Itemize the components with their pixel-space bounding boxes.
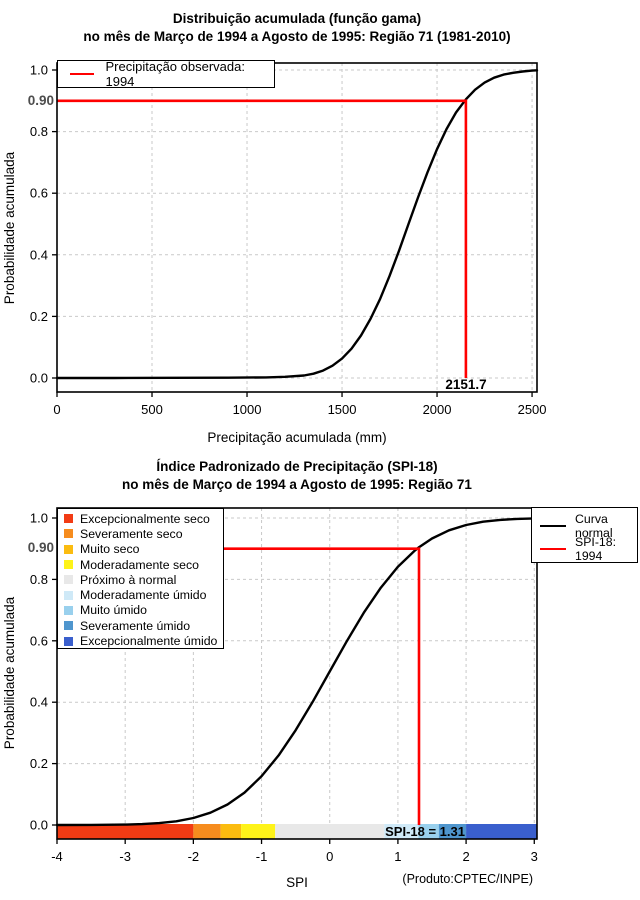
category-label: Muito úmido xyxy=(80,603,147,618)
x-tick-label: 1000 xyxy=(233,402,262,417)
gamma-chart-subtitle: no mês de Março de 1994 a Agosto de 1995… xyxy=(83,29,511,44)
category-color-swatch xyxy=(64,544,73,554)
y-tick-label: 0.8 xyxy=(30,572,48,587)
category-label: Moderadamente úmido xyxy=(80,588,207,603)
spi-category-bar-segment xyxy=(466,824,537,839)
legend-item: Moderadamente úmido xyxy=(58,587,223,602)
x-tick-label: 2500 xyxy=(518,402,547,417)
category-color-swatch xyxy=(64,560,73,570)
x-tick-label: 3 xyxy=(531,849,538,864)
spi-category-bar-segment xyxy=(57,824,194,839)
x-tick-label: 1500 xyxy=(328,402,357,417)
spi-probability-090-label: 0.90 xyxy=(27,540,54,555)
spi-value-label: SPI-18 = 1.31 xyxy=(385,824,465,839)
gamma-chart-title: Distribuição acumulada (função gama) xyxy=(172,11,422,26)
x-tick-label: -2 xyxy=(188,849,200,864)
cumulative-curve xyxy=(55,69,539,380)
spi-category-bar-segment xyxy=(241,824,276,839)
category-label: Próximo à normal xyxy=(80,572,177,587)
category-label: Excepcionalmente úmido xyxy=(80,634,218,649)
x-tick-label: -1 xyxy=(256,849,268,864)
y-tick-label: 0.0 xyxy=(30,818,48,833)
legend-item: Muito seco xyxy=(58,542,223,557)
legend-item: Próximo à normal xyxy=(58,572,223,587)
cumulative-curve xyxy=(55,517,539,827)
spi-1994-line-swatch xyxy=(540,548,566,550)
spi-category-bar-segment xyxy=(418,824,439,839)
spi-category-legend: Excepcionalmente seco Severamente seco Mui… xyxy=(57,508,224,649)
x-tick-label: 2000 xyxy=(423,402,452,417)
category-color-swatch xyxy=(64,621,73,631)
y-tick-label: 1.0 xyxy=(30,511,48,526)
y-tick-label: 0.0 xyxy=(30,371,48,386)
spi-category-bar-segment xyxy=(438,824,467,839)
category-color-swatch xyxy=(64,605,73,615)
legend-item: Moderadamente seco xyxy=(58,557,223,572)
spi-curves-legend: Curva normal SPI-18: 1994 xyxy=(531,507,638,563)
normal-curve-legend-row: Curva normal xyxy=(532,512,637,540)
spi-category-bar-segment xyxy=(193,824,221,839)
gamma-legend: Precipitação observada: 1994 xyxy=(57,59,275,89)
y-tick-label: 0.4 xyxy=(30,695,48,710)
plot-border xyxy=(56,507,538,840)
x-tick-label: 0 xyxy=(326,849,333,864)
y-tick-label: 0.6 xyxy=(30,633,48,648)
category-color-swatch xyxy=(64,575,73,585)
gamma-chart-title-block: Distribuição acumulada (função gama) no … xyxy=(57,10,537,46)
highlight-crosshair xyxy=(57,99,468,378)
normal-curve-line-swatch xyxy=(540,525,566,527)
y-tick-label: 0.2 xyxy=(30,309,48,324)
legend-item: Severamente úmido xyxy=(58,618,223,633)
category-color-swatch xyxy=(64,514,73,524)
category-label: Severamente úmido xyxy=(80,618,191,633)
x-tick-label: 500 xyxy=(141,402,163,417)
spi-chart-subtitle: no mês de Março de 1994 a Agosto de 1995… xyxy=(122,477,472,492)
spi-1994-legend-label: SPI-18: 1994 xyxy=(575,535,617,563)
plot-border xyxy=(56,62,538,393)
x-tick-label: 1 xyxy=(394,849,401,864)
category-color-swatch xyxy=(64,636,73,646)
spi-1994-legend-row: SPI-18: 1994 xyxy=(532,535,637,563)
spi-category-bar-segment xyxy=(275,824,385,839)
y-tick-label: 0.4 xyxy=(30,247,48,262)
y-tick-label: 0.2 xyxy=(30,756,48,771)
category-label: Excepcionalmente seco xyxy=(80,511,210,526)
product-footnote: (Produto:CPTEC/INPE) xyxy=(402,872,533,886)
legend-item: Muito úmido xyxy=(58,603,223,618)
y-tick-label: 0.8 xyxy=(30,124,48,139)
gamma-y-axis-label: Probabilidade acumulada xyxy=(2,151,17,305)
observed-precip-legend-label: Precipitação observada: 1994 xyxy=(105,59,245,89)
spi-chart-title: Índice Padronizado de Precipitação (SPI-… xyxy=(156,459,438,474)
legend-item: Severamente seco xyxy=(58,526,223,541)
legend-item: Excepcionalmente seco xyxy=(58,511,223,526)
y-tick-label: 0.6 xyxy=(30,186,48,201)
x-tick-label: -3 xyxy=(119,849,131,864)
observed-precip-line-swatch xyxy=(70,73,95,75)
gamma-x-axis-label: Precipitação acumulada (mm) xyxy=(207,430,387,445)
spi-category-bar-segment xyxy=(384,824,419,839)
category-color-swatch xyxy=(64,590,73,600)
legend-item: Excepcionalmente úmido xyxy=(58,633,223,648)
spi-category-bar-segment xyxy=(220,824,242,839)
gamma-probability-090-label: 0.90 xyxy=(27,93,54,108)
spi-y-axis-label: Probabilidade acumulada xyxy=(2,596,17,750)
category-label: Moderadamente seco xyxy=(80,557,199,572)
y-tick-label: 1.0 xyxy=(30,63,48,78)
category-label: Severamente seco xyxy=(80,526,183,541)
category-color-swatch xyxy=(64,529,73,539)
normal-curve-legend-label: Curva normal xyxy=(575,512,613,540)
x-tick-label: 0 xyxy=(53,402,60,417)
spi-chart-title-block: Índice Padronizado de Precipitação (SPI-… xyxy=(57,458,537,494)
spi-x-axis-label: SPI xyxy=(286,875,308,890)
x-tick-label: -4 xyxy=(51,849,63,864)
observed-precip-value: 2151.7 xyxy=(445,377,487,392)
x-tick-label: 2 xyxy=(462,849,469,864)
category-label: Muito seco xyxy=(80,542,140,557)
